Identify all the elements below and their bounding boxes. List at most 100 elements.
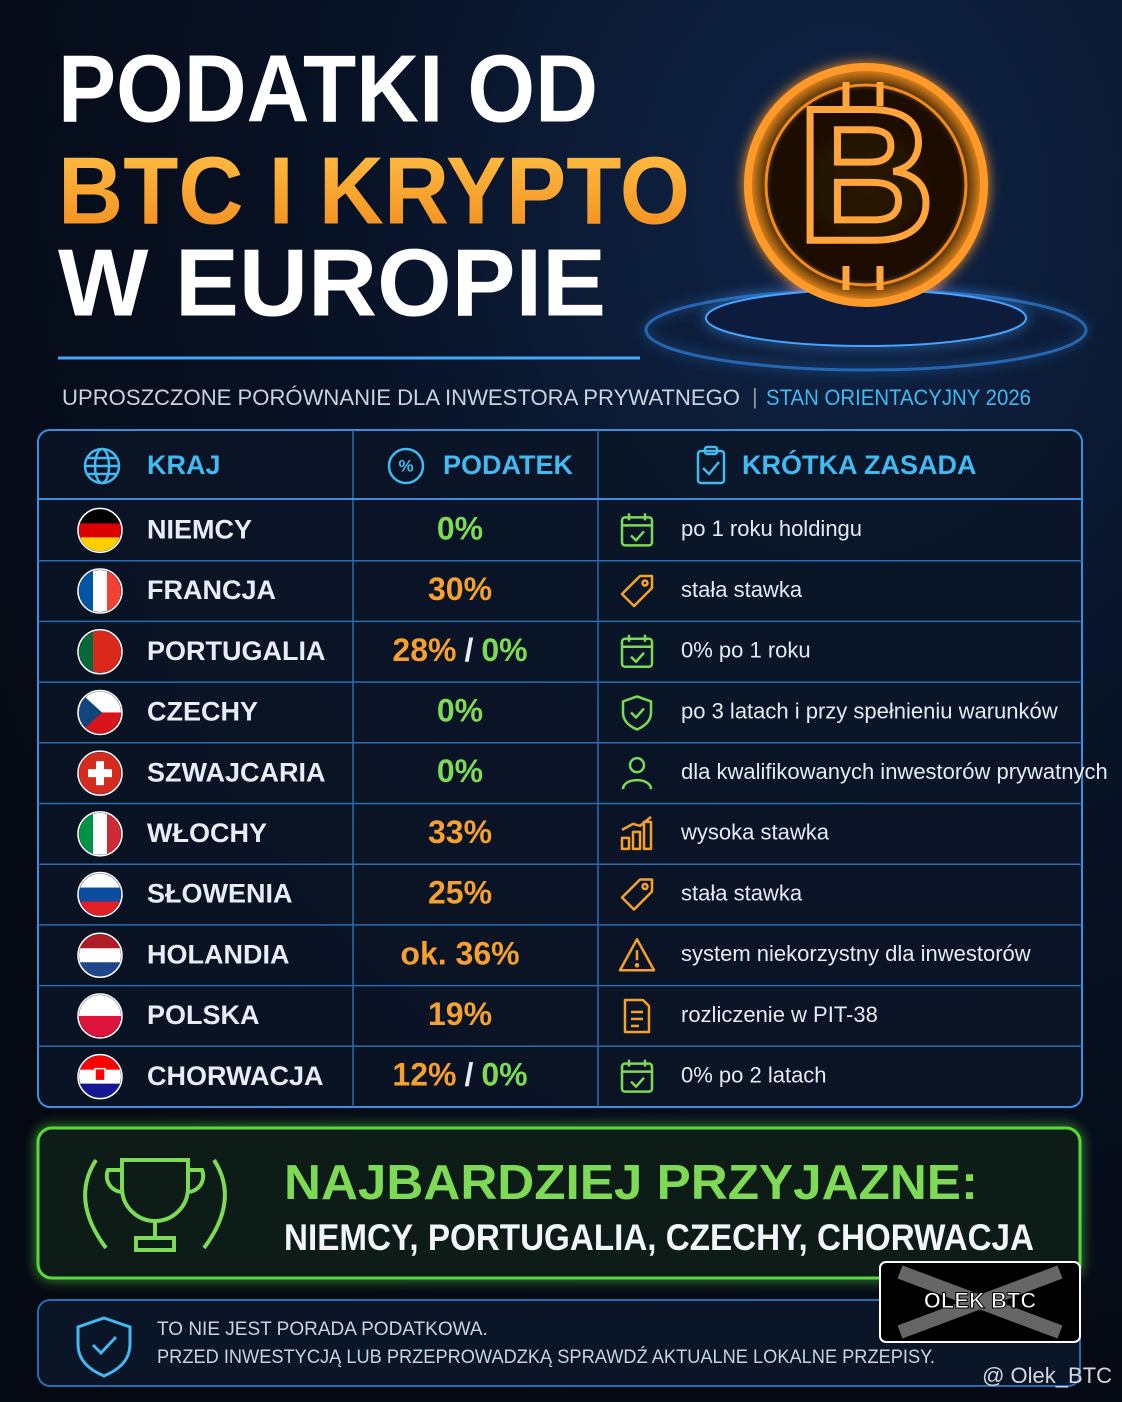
tax-value: 25%: [428, 875, 492, 911]
tax: 33%: [428, 814, 492, 850]
country: WŁOCHY: [147, 818, 267, 848]
rule-icon: [618, 938, 656, 972]
tax: 28%/0%: [392, 632, 527, 668]
country: POLSKA: [147, 1000, 260, 1030]
flag-fill: [79, 509, 121, 552]
country: HOLANDIA: [147, 939, 290, 969]
tax: 19%: [428, 996, 492, 1032]
rule: po 1 roku holdingu: [681, 516, 862, 541]
tax-value: 0%: [481, 1057, 527, 1093]
flag-rim: [77, 689, 123, 736]
flag-stripe: [107, 812, 121, 855]
country: FRANCJA: [147, 575, 276, 605]
country: SZWAJCARIA: [147, 757, 326, 787]
rule: stała stawka: [681, 880, 803, 905]
summary-countries: NIEMCY, PORTUGALIA, CZECHY, CHORWACJA: [284, 1217, 1034, 1258]
flag-stripe: [107, 570, 121, 613]
flag: [77, 750, 123, 796]
icon-part: [642, 820, 653, 851]
tax-value: 0%: [437, 511, 483, 547]
flag: [77, 1053, 123, 1100]
rule: dla kwalifikowanych inwestorów prywatnyc…: [681, 759, 1108, 784]
flag-stripe: [79, 962, 121, 977]
tax-value: 0%: [481, 632, 527, 668]
icon-part: [620, 878, 654, 911]
flag: [77, 689, 123, 736]
tax-value: 30%: [428, 572, 492, 608]
rule: system niekorzystny dla inwestorów: [681, 941, 1031, 966]
flag-stripe: [93, 812, 108, 855]
shield-icon: [76, 1316, 132, 1378]
logo-text: OLEK BTC: [924, 1288, 1037, 1313]
tax: 12%/0%: [392, 1057, 527, 1093]
trophy-icon: [83, 1158, 227, 1252]
icon-part: [620, 574, 654, 608]
tax-value: 12%: [392, 1057, 456, 1093]
rule: rozliczenie w PIT-38: [681, 1002, 878, 1027]
rule-icon: [620, 1059, 654, 1093]
rule-icon: [620, 513, 654, 547]
column-header: PODATEK: [443, 450, 574, 480]
tax-value: 28%: [392, 632, 456, 668]
tax: 30%: [428, 572, 492, 608]
icon-part: [634, 963, 640, 968]
tax-value: 33%: [428, 814, 492, 850]
icon-part: [621, 778, 653, 790]
flag: [77, 871, 123, 918]
rule: stała stawka: [681, 577, 803, 602]
icon-part: [621, 695, 653, 731]
svg-text:B: B: [797, 69, 934, 281]
icon-part: [631, 830, 642, 851]
flag-stripe: [79, 1083, 121, 1098]
icon-part: [620, 836, 631, 851]
flag-rim: [77, 568, 123, 614]
icon-part: [630, 707, 645, 719]
subtitle-note: STAN ORIENTACYJNY 2026: [766, 385, 1031, 410]
tax: 25%: [428, 875, 492, 911]
icon-part: [641, 579, 649, 587]
flag-stripe: [79, 1055, 121, 1071]
flag-fill: [79, 630, 121, 673]
flag-fill: [79, 934, 121, 977]
flag-stripe: [79, 630, 94, 673]
tax-separator: /: [464, 632, 473, 668]
flag-emblem: [94, 1067, 106, 1082]
flag-fill: [79, 1055, 121, 1098]
tax: 0%: [437, 693, 483, 729]
flag-stripe: [79, 537, 121, 552]
tax: ok. 36%: [400, 936, 519, 972]
title-line: PODATKI OD: [58, 35, 598, 142]
country: NIEMCY: [147, 514, 252, 544]
flag-stripe: [79, 887, 121, 903]
rule-icon: [620, 878, 654, 911]
flag-stripe: [93, 630, 108, 673]
country: PORTUGALIA: [147, 636, 326, 666]
percent-icon: %: [398, 456, 413, 475]
flag-rim: [77, 811, 123, 857]
flag-triangle: [79, 691, 102, 734]
disclaimer-line: PRZED INWESTYCJĄ LUB PRZEPROWADZKĄ SPRAW…: [157, 1347, 935, 1368]
flag-fill: [79, 873, 121, 916]
flag-fill: [79, 994, 121, 1037]
logo: OLEK BTC: [879, 1261, 1081, 1343]
country: CZECHY: [147, 697, 258, 727]
tax: 0%: [437, 511, 483, 547]
rule-icon: [623, 998, 651, 1034]
rule: po 3 latach i przy spełnieniu warunków: [681, 698, 1058, 723]
rule: 0% po 1 roku: [681, 638, 811, 663]
icon-part: [620, 637, 654, 668]
flag: [77, 993, 123, 1039]
flag-fill: [79, 570, 121, 613]
flag-rim: [77, 932, 123, 978]
flag-rim: [77, 871, 123, 918]
flag-rim: [77, 507, 123, 554]
icon-part: [628, 756, 646, 774]
rule-icon: [620, 574, 654, 608]
flag-stripe: [79, 509, 121, 524]
flag-fill: [79, 691, 121, 734]
flag-rim: [77, 993, 123, 1039]
summary-box: NAJBARDZIEJ PRZYJAZNE: NIEMCY, PORTUGALI…: [36, 1126, 1082, 1280]
watermark: @ Olek_BTC: [982, 1363, 1112, 1388]
flag-fill: [79, 812, 121, 855]
